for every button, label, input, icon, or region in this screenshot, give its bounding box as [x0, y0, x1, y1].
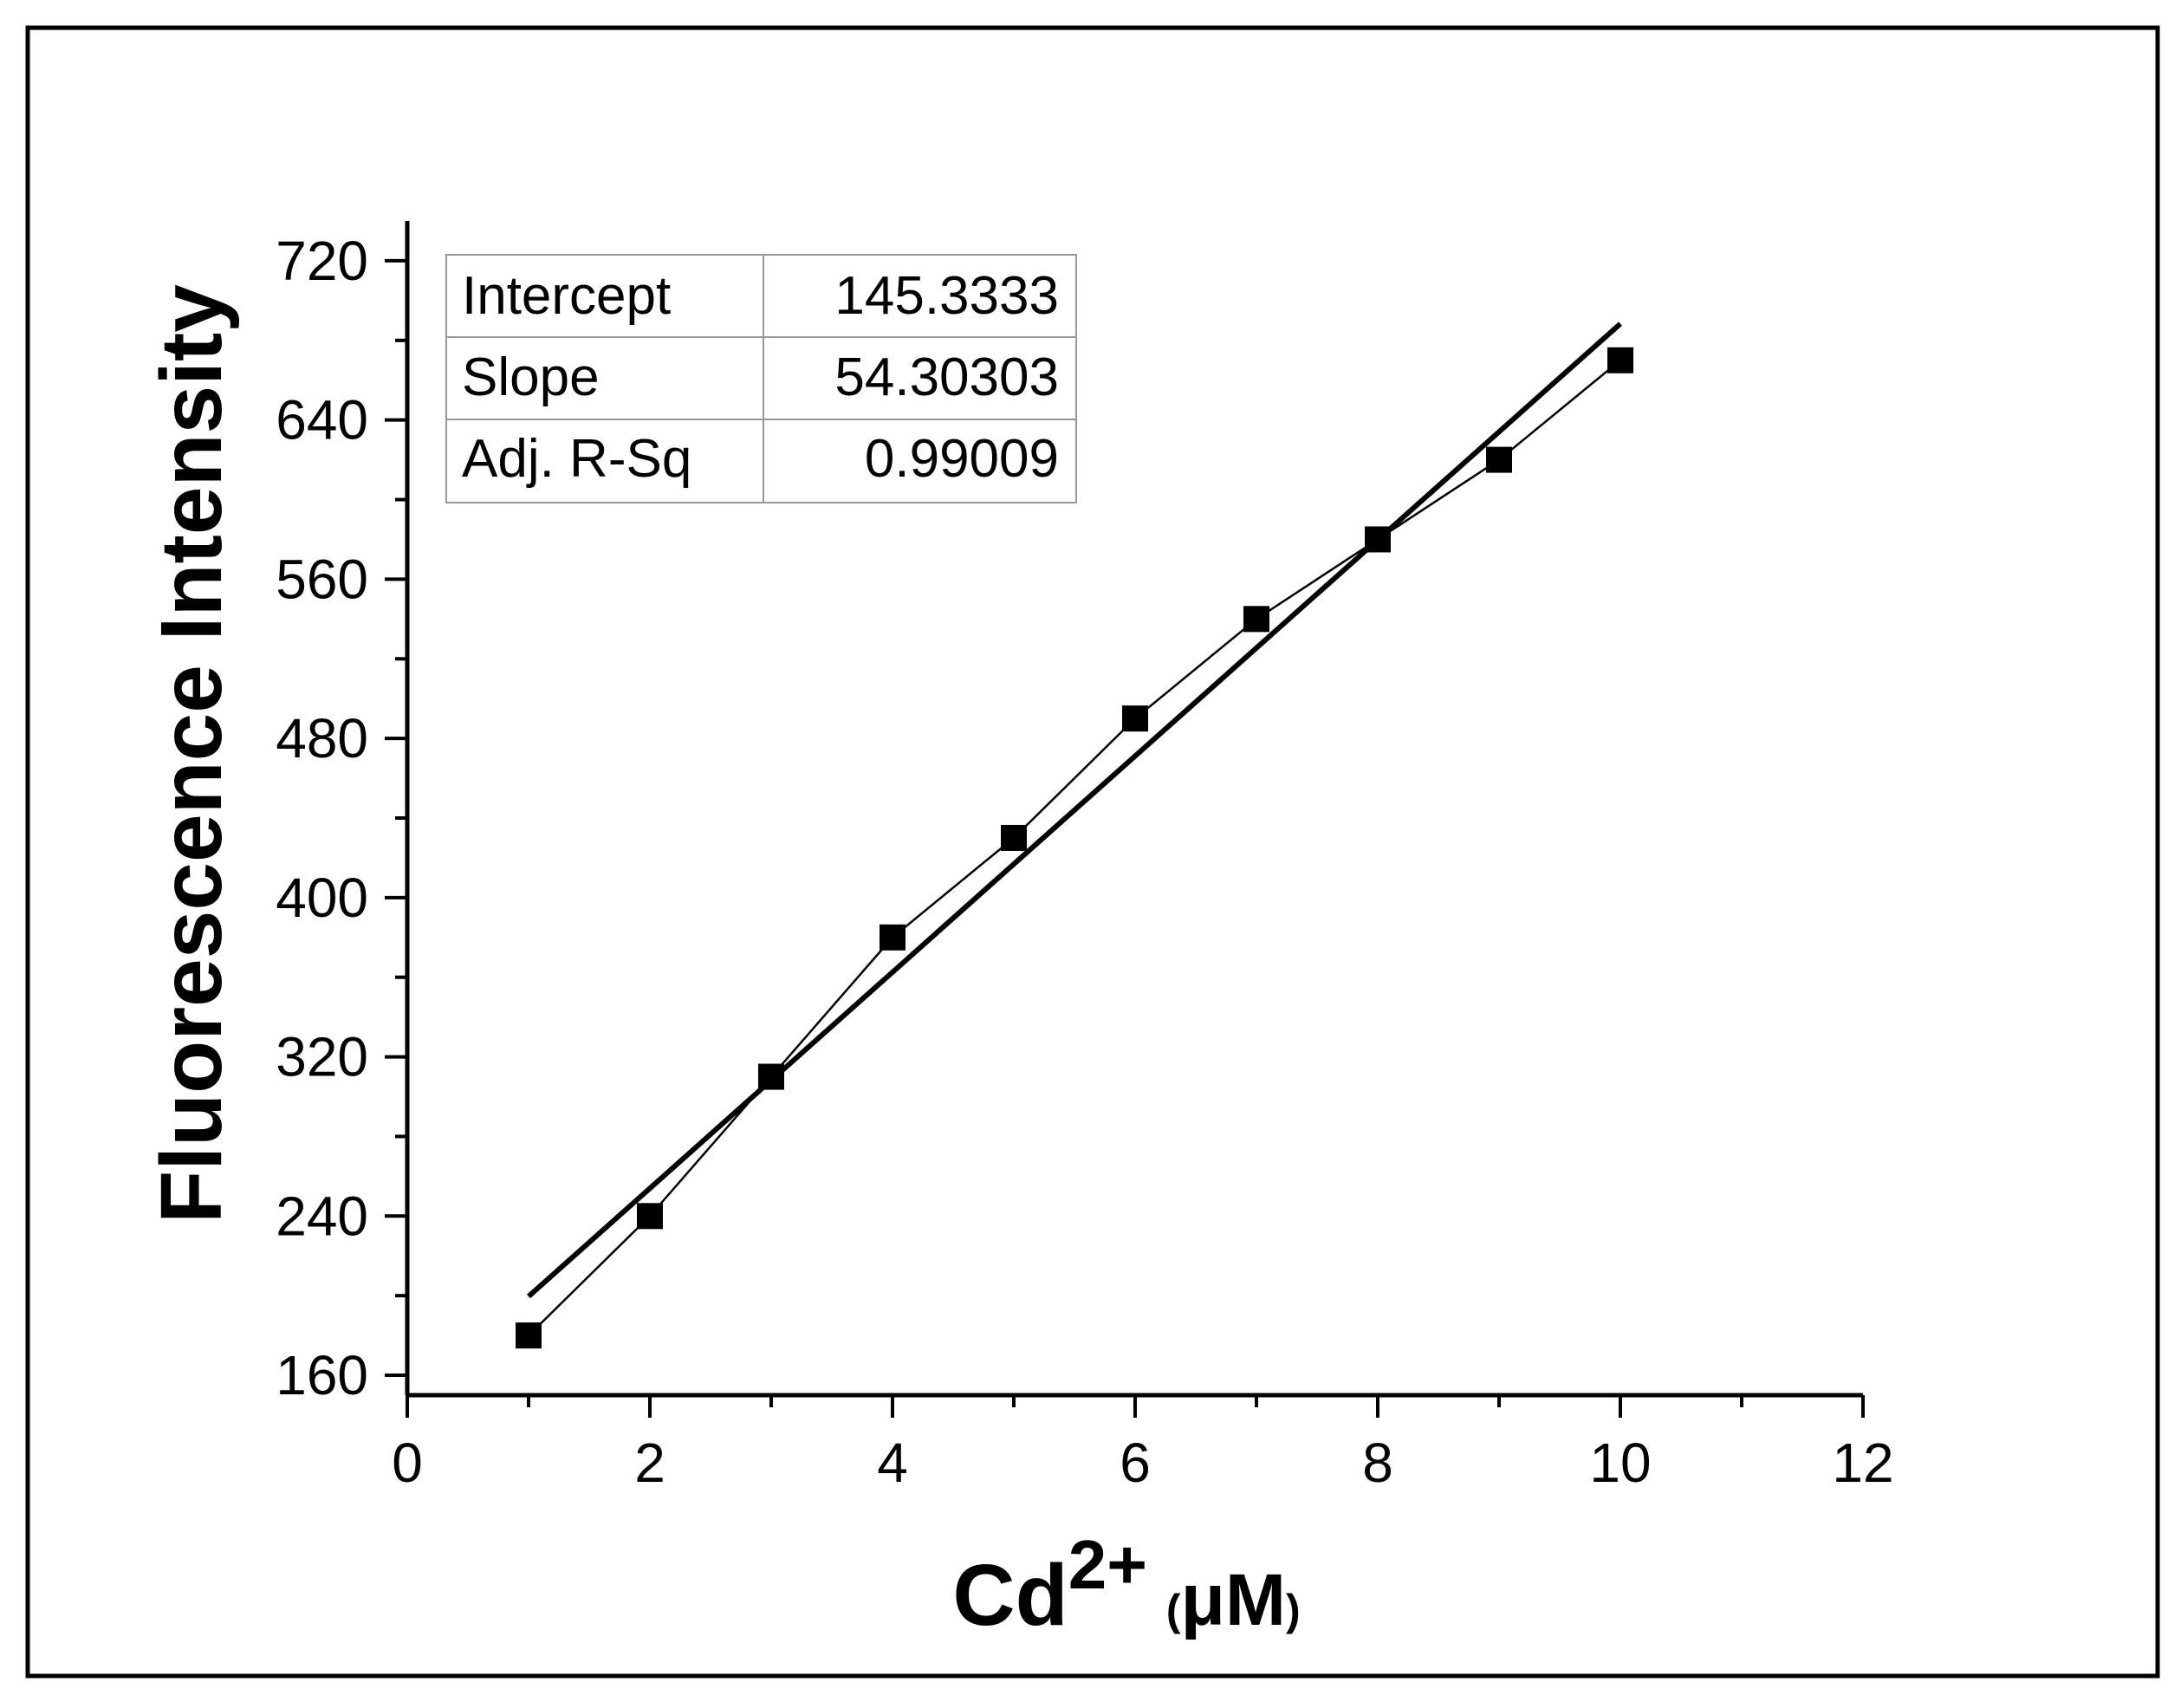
y-tick-label: 240 [276, 1185, 368, 1247]
x-tick-label: 4 [877, 1432, 908, 1494]
stats-label-adj-r-sq: Adj. R-Sq [462, 429, 691, 489]
x-axis-label: Cd2+ (μM) [952, 1526, 1300, 1644]
stats-table-border [445, 254, 1077, 503]
x-axis-label-open-paren: ( [1166, 1586, 1181, 1634]
x-tick-label: 10 [1589, 1432, 1651, 1494]
y-tick-label: 400 [276, 867, 368, 929]
ticks: 0 2 4 6 8 10 12 160 240 320 400 480 560 640 720 [276, 230, 1893, 1494]
data-point-marker [1607, 347, 1633, 373]
stats-label-intercept: Intercept [462, 266, 671, 326]
y-tick-label: 560 [276, 548, 368, 610]
series-connecting-line [528, 359, 1621, 1336]
stats-value-slope: 54.30303 [834, 347, 1059, 407]
data-point-marker [758, 1063, 784, 1090]
data-point-marker [1365, 526, 1391, 553]
y-tick-label: 320 [276, 1026, 368, 1088]
x-tick-label: 0 [392, 1432, 423, 1494]
x-tick-label: 2 [634, 1432, 665, 1494]
outer-frame [25, 25, 2160, 1679]
y-tick-label: 640 [276, 389, 368, 451]
series-group [516, 347, 1633, 1349]
stats-table: Intercept 145.3333 Slope 54.30303 Adj. R… [445, 254, 1077, 503]
x-tick-label: 6 [1120, 1432, 1151, 1494]
x-axis-label-close-paren: ) [1286, 1586, 1301, 1634]
data-point-marker [880, 924, 906, 951]
x-axis-label-unit: μM [1181, 1559, 1286, 1640]
y-tick-label: 160 [276, 1344, 368, 1406]
y-axis-label: Fluorescence Intensity [143, 284, 240, 1224]
stats-value-intercept: 145.3333 [834, 266, 1059, 326]
data-point-marker [516, 1322, 542, 1349]
x-axis-label-superscript: 2+ [1068, 1526, 1147, 1603]
data-point-marker [637, 1203, 663, 1230]
y-tick-label: 720 [276, 230, 368, 292]
y-tick-label: 480 [276, 707, 368, 770]
data-point-marker [1122, 705, 1148, 732]
data-point-marker [1001, 824, 1027, 851]
data-point-marker [1486, 446, 1512, 473]
fit-line [527, 321, 1622, 1299]
x-tick-label: 8 [1362, 1432, 1393, 1494]
data-point-marker [1243, 606, 1269, 633]
stats-label-slope: Slope [462, 347, 600, 407]
fit-line-group [527, 321, 1622, 1299]
x-tick-label: 12 [1832, 1432, 1893, 1494]
x-axis-label-base: Cd [952, 1547, 1068, 1644]
stats-value-adj-r-sq: 0.99009 [865, 429, 1059, 489]
